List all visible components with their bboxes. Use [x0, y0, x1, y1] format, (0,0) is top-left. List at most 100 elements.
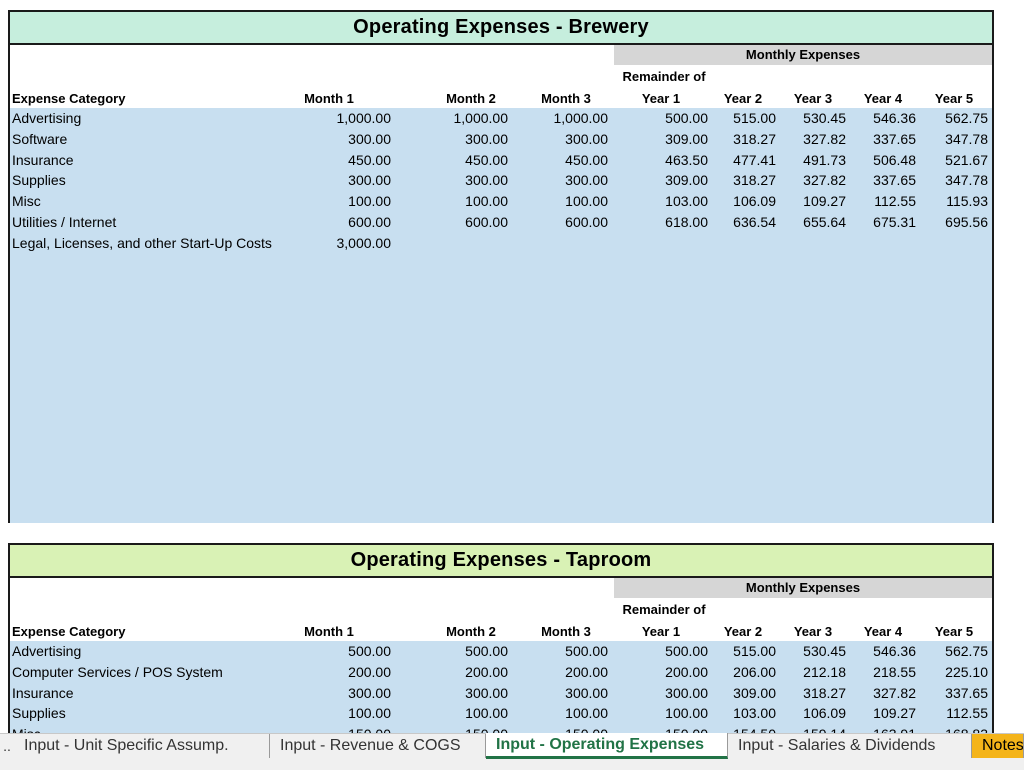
value-cell[interactable]: 562.75: [945, 110, 988, 126]
category-cell[interactable]: Advertising: [12, 643, 82, 659]
value-cell[interactable]: 515.00: [733, 643, 776, 659]
header-expense-category[interactable]: Expense Category: [12, 91, 126, 106]
header-year-3[interactable]: Year 3: [793, 91, 833, 106]
header-year-1[interactable]: Year 1: [641, 91, 681, 106]
value-cell[interactable]: 150.00: [395, 724, 508, 733]
value-cell[interactable]: 500.00: [348, 643, 391, 659]
value-cell[interactable]: 506.48: [873, 151, 916, 168]
value-cell[interactable]: 225.10: [945, 663, 988, 680]
category-cell[interactable]: Supplies: [12, 705, 66, 722]
value-cell[interactable]: 309.00: [665, 172, 708, 189]
value-cell[interactable]: 218.55: [873, 663, 916, 680]
value-cell[interactable]: 500.00: [465, 643, 508, 659]
header-year-2[interactable]: Year 2: [723, 624, 763, 639]
value-cell[interactable]: 150.00: [512, 724, 608, 733]
value-cell[interactable]: 309.00: [665, 130, 708, 147]
value-cell[interactable]: 200.00: [465, 663, 508, 680]
value-cell[interactable]: 1,000.00: [553, 110, 609, 126]
category-cell[interactable]: Insurance: [12, 151, 74, 168]
value-cell[interactable]: 655.64: [803, 213, 846, 230]
header-year-4[interactable]: Year 4: [863, 91, 903, 106]
value-cell[interactable]: 115.93: [946, 193, 988, 210]
value-cell[interactable]: 546.36: [873, 110, 916, 126]
spreadsheet-grid[interactable]: Operating Expenses - Brewery Monthly Exp…: [0, 0, 1024, 733]
value-cell[interactable]: 477.41: [733, 151, 776, 168]
tab-notes[interactable]: Notes: [972, 734, 1024, 758]
value-cell[interactable]: 515.00: [733, 110, 776, 126]
tab-operating-expenses[interactable]: Input - Operating Expenses: [486, 733, 728, 759]
value-cell[interactable]: 327.82: [803, 172, 846, 189]
category-cell[interactable]: Utilities / Internet: [12, 213, 117, 230]
value-cell[interactable]: 600.00: [348, 213, 391, 230]
header-month-2[interactable]: Month 2: [446, 91, 496, 106]
value-cell[interactable]: 500.00: [565, 643, 608, 659]
value-cell[interactable]: 347.78: [945, 172, 988, 189]
value-cell[interactable]: 109.27: [873, 705, 916, 722]
value-cell[interactable]: 300.00: [565, 130, 608, 147]
value-cell[interactable]: 636.54: [733, 213, 776, 230]
value-cell[interactable]: 103.00: [665, 193, 708, 210]
value-cell[interactable]: 600.00: [465, 213, 508, 230]
header-month-2[interactable]: Month 2: [446, 624, 496, 639]
value-cell[interactable]: 530.45: [803, 643, 846, 659]
value-cell[interactable]: 675.31: [873, 213, 916, 230]
category-cell[interactable]: Supplies: [12, 172, 66, 189]
value-cell[interactable]: 200.00: [348, 663, 391, 680]
header-year-1[interactable]: Year 1: [641, 624, 681, 639]
value-cell[interactable]: 106.09: [733, 193, 776, 210]
header-expense-category[interactable]: Expense Category: [12, 624, 126, 639]
header-year-5[interactable]: Year 5: [934, 624, 974, 639]
value-cell[interactable]: 337.65: [873, 130, 916, 147]
value-cell[interactable]: 530.45: [803, 110, 846, 126]
value-cell[interactable]: 318.27: [803, 684, 846, 701]
value-cell[interactable]: 300.00: [665, 684, 708, 701]
value-cell[interactable]: 163.91: [850, 724, 916, 733]
value-cell[interactable]: 100.00: [565, 705, 608, 722]
header-year-4[interactable]: Year 4: [863, 624, 903, 639]
value-cell[interactable]: 546.36: [873, 643, 916, 659]
value-cell[interactable]: 3,000.00: [336, 234, 392, 251]
category-cell[interactable]: Insurance: [12, 684, 74, 701]
value-cell[interactable]: 212.18: [803, 663, 846, 680]
value-cell[interactable]: 200.00: [665, 663, 708, 680]
category-cell[interactable]: Advertising: [12, 110, 82, 126]
value-cell[interactable]: 491.73: [803, 151, 846, 168]
header-month-1[interactable]: Month 1: [304, 91, 354, 106]
header-month-3[interactable]: Month 3: [541, 624, 591, 639]
value-cell[interactable]: 463.50: [665, 151, 708, 168]
value-cell[interactable]: 450.00: [348, 151, 391, 168]
value-cell[interactable]: 100.00: [465, 193, 508, 210]
value-cell[interactable]: 112.55: [874, 193, 916, 210]
header-year-5[interactable]: Year 5: [934, 91, 974, 106]
value-cell[interactable]: 206.00: [733, 663, 776, 680]
header-year-2[interactable]: Year 2: [723, 91, 763, 106]
value-cell[interactable]: 150.00: [278, 724, 391, 733]
value-cell[interactable]: 100.00: [565, 193, 608, 210]
value-cell[interactable]: 337.65: [873, 172, 916, 189]
value-cell[interactable]: 1,000.00: [336, 110, 392, 126]
value-cell[interactable]: 168.83: [920, 724, 988, 733]
value-cell[interactable]: 200.00: [565, 663, 608, 680]
value-cell[interactable]: 327.82: [873, 684, 916, 701]
value-cell[interactable]: 100.00: [665, 705, 708, 722]
value-cell[interactable]: 300.00: [565, 172, 608, 189]
value-cell[interactable]: 300.00: [465, 684, 508, 701]
value-cell[interactable]: 159.14: [780, 724, 846, 733]
tab-salaries-dividends[interactable]: Input - Salaries & Dividends: [728, 734, 972, 758]
value-cell[interactable]: 327.82: [803, 130, 846, 147]
value-cell[interactable]: 618.00: [665, 213, 708, 230]
value-cell[interactable]: 300.00: [465, 172, 508, 189]
category-cell[interactable]: Computer Services / POS System: [12, 663, 223, 680]
tab-revenue-cogs[interactable]: Input - Revenue & COGS: [270, 734, 486, 758]
value-cell[interactable]: 500.00: [665, 643, 708, 659]
value-cell[interactable]: 337.65: [945, 684, 988, 701]
header-month-3[interactable]: Month 3: [541, 91, 591, 106]
value-cell[interactable]: 106.09: [803, 705, 846, 722]
value-cell[interactable]: 300.00: [465, 130, 508, 147]
value-cell[interactable]: 300.00: [348, 684, 391, 701]
value-cell[interactable]: 154.50: [710, 724, 776, 733]
value-cell[interactable]: 450.00: [565, 151, 608, 168]
value-cell[interactable]: 103.00: [733, 705, 776, 722]
value-cell[interactable]: 318.27: [733, 130, 776, 147]
category-cell[interactable]: Software: [12, 130, 68, 147]
